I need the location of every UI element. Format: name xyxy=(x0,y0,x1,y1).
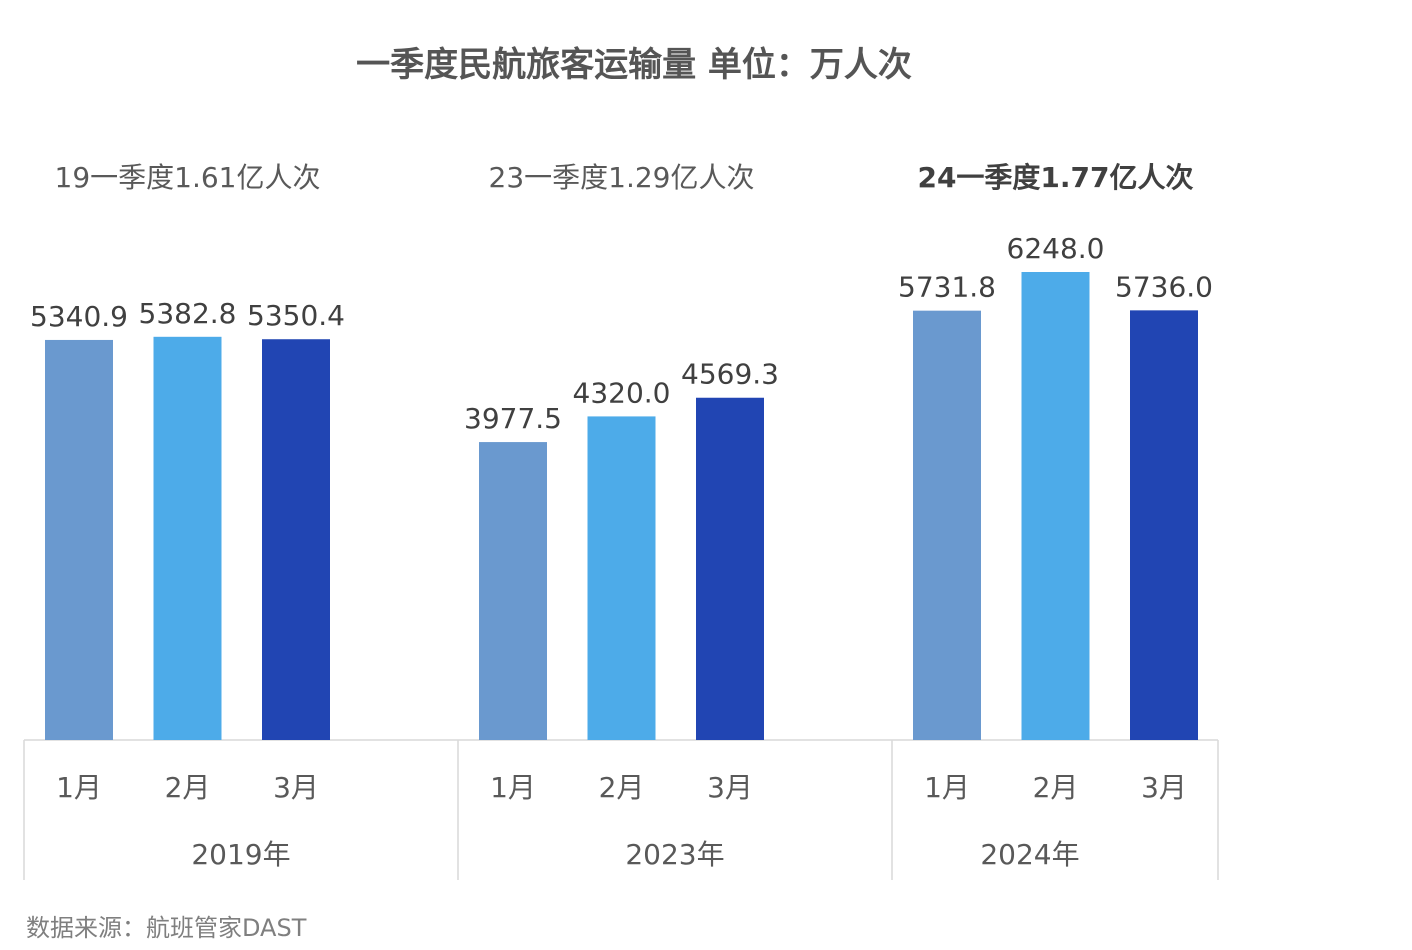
plot-area: 19一季度1.61亿人次 5340.9 1月 5382.8 2月 5350.4 3月 2019… xyxy=(23,161,1219,880)
bar-2024年-2月 xyxy=(1021,272,1090,740)
data-label: 5731.8 xyxy=(898,271,996,304)
bar-2023年-2月 xyxy=(587,416,656,740)
x-group-label: 2023年 xyxy=(625,838,724,871)
bar-2019年-2月 xyxy=(153,336,222,740)
bar-2019年-1月 xyxy=(45,339,113,740)
data-label: 4320.0 xyxy=(573,376,671,409)
source-note: 数据来源：航班管家DAST xyxy=(26,914,307,942)
data-label: 3977.5 xyxy=(464,402,562,435)
x-group-label: 2019年 xyxy=(191,838,290,871)
x-tick-label: 1月 xyxy=(490,771,536,804)
x-tick-label: 3月 xyxy=(1141,771,1187,804)
bar-2023年-3月 xyxy=(696,397,764,740)
data-label: 5340.9 xyxy=(30,300,128,333)
bar-2024年-3月 xyxy=(1130,310,1198,740)
data-label: 5382.8 xyxy=(139,297,237,330)
bar-2023年-1月 xyxy=(479,442,547,740)
x-tick-label: 1月 xyxy=(924,771,970,804)
group-summary-label-2: 24一季度1.77亿人次 xyxy=(917,161,1193,194)
x-tick-label: 2月 xyxy=(599,771,645,804)
x-tick-label: 3月 xyxy=(707,771,753,804)
x-tick-label: 1月 xyxy=(56,771,102,804)
x-tick-label: 3月 xyxy=(273,771,319,804)
chart-title: 一季度民航旅客运输量 单位：万人次 xyxy=(356,45,912,85)
data-label: 4569.3 xyxy=(681,358,779,391)
bar-2019年-3月 xyxy=(262,339,330,740)
data-label: 5736.0 xyxy=(1115,270,1213,303)
bar-2024年-1月 xyxy=(913,310,981,740)
x-tick-label: 2月 xyxy=(165,771,211,804)
data-label: 6248.0 xyxy=(1007,232,1105,265)
data-label: 5350.4 xyxy=(247,299,345,332)
group-summary-label-0: 19一季度1.61亿人次 xyxy=(55,161,321,194)
x-group-label: 2024年 xyxy=(980,838,1079,871)
x-tick-label: 2月 xyxy=(1033,771,1079,804)
group-summary-label-1: 23一季度1.29亿人次 xyxy=(489,161,755,194)
